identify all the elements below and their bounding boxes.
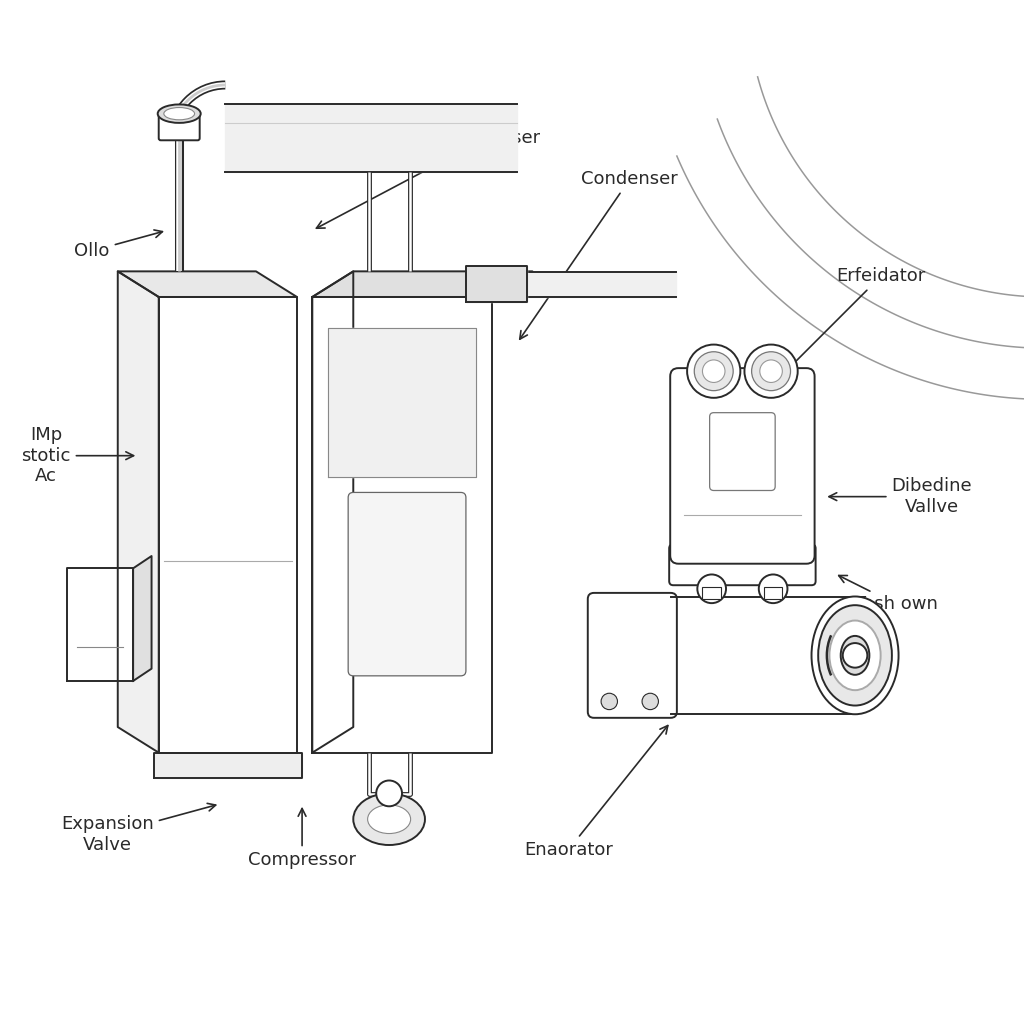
Polygon shape — [67, 568, 133, 681]
Text: Expansion
Valve: Expansion Valve — [61, 804, 216, 854]
Polygon shape — [466, 266, 527, 302]
Ellipse shape — [368, 805, 411, 834]
Polygon shape — [118, 271, 297, 297]
Text: Condenser: Condenser — [520, 170, 678, 339]
FancyBboxPatch shape — [159, 114, 200, 140]
Ellipse shape — [627, 596, 715, 715]
Circle shape — [601, 693, 617, 710]
Ellipse shape — [687, 344, 740, 397]
Polygon shape — [312, 271, 353, 753]
Text: Ollo: Ollo — [75, 230, 163, 260]
FancyBboxPatch shape — [670, 545, 815, 586]
Ellipse shape — [694, 351, 733, 390]
Ellipse shape — [744, 344, 798, 397]
Circle shape — [376, 780, 402, 806]
Polygon shape — [154, 753, 302, 778]
Circle shape — [642, 693, 658, 710]
Ellipse shape — [811, 596, 899, 715]
Polygon shape — [312, 271, 532, 297]
Ellipse shape — [752, 351, 791, 390]
Polygon shape — [133, 556, 152, 681]
Text: Enaorator: Enaorator — [524, 726, 668, 859]
Text: Erfeidator: Erfeidator — [766, 267, 926, 391]
Ellipse shape — [702, 359, 725, 382]
Ellipse shape — [158, 104, 201, 123]
Circle shape — [843, 643, 867, 668]
Ellipse shape — [818, 605, 892, 706]
Polygon shape — [159, 297, 297, 753]
FancyBboxPatch shape — [588, 593, 677, 718]
Text: Dibedine
Vallve: Dibedine Vallve — [829, 477, 972, 516]
Polygon shape — [312, 297, 492, 753]
Ellipse shape — [760, 359, 782, 382]
Polygon shape — [118, 271, 159, 753]
FancyBboxPatch shape — [710, 413, 775, 490]
Ellipse shape — [353, 794, 425, 845]
Circle shape — [697, 574, 726, 603]
Ellipse shape — [164, 108, 195, 120]
Text: IMp
stotic
Ac: IMp stotic Ac — [22, 426, 133, 485]
Circle shape — [759, 574, 787, 603]
Bar — [702, 587, 721, 599]
Text: Compresser: Compresser — [316, 129, 541, 228]
FancyBboxPatch shape — [670, 368, 815, 563]
Bar — [764, 587, 782, 599]
Text: Tash own: Tash own — [839, 575, 937, 613]
Text: Compressor: Compressor — [248, 809, 356, 869]
Ellipse shape — [829, 621, 881, 690]
Polygon shape — [328, 328, 476, 477]
FancyBboxPatch shape — [348, 493, 466, 676]
Ellipse shape — [841, 636, 869, 675]
Polygon shape — [671, 597, 855, 714]
